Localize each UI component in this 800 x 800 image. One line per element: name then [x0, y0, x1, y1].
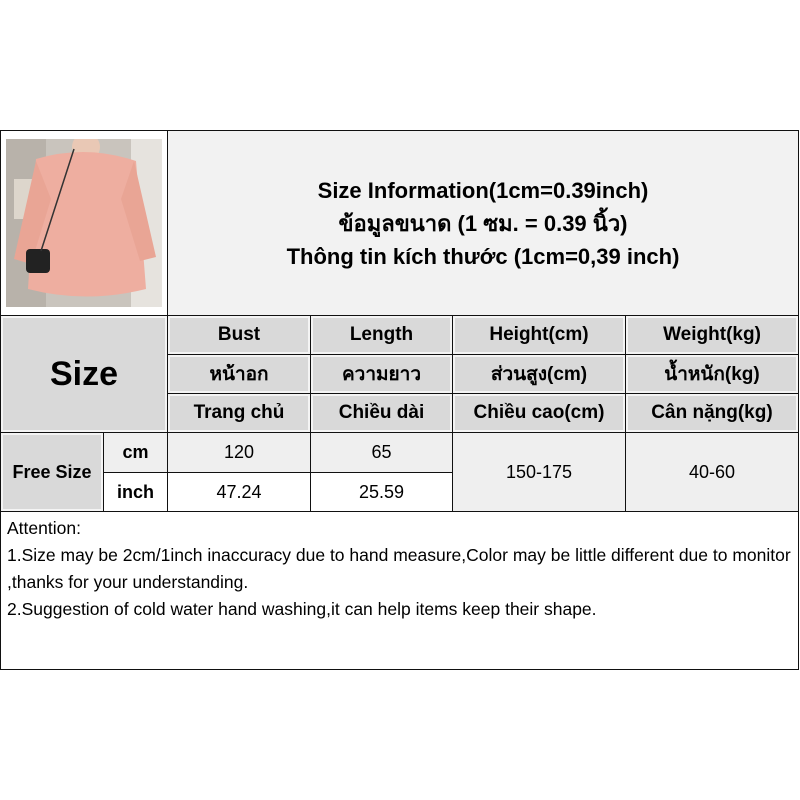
- free-size-label: Free Size: [0, 432, 104, 512]
- header-height-en: Height(cm): [452, 315, 626, 355]
- attention-heading: Attention:: [7, 518, 81, 538]
- header-height-vi: Chiều cao(cm): [452, 393, 626, 433]
- header-length-th: ความยาว: [310, 354, 453, 394]
- header-weight-th: น้ำหนัก(kg): [625, 354, 799, 394]
- attention-line-2: 2.Suggestion of cold water hand washing,…: [7, 599, 597, 619]
- height-range: 150-175: [452, 432, 626, 512]
- header-weight-vi: Cân nặng(kg): [625, 393, 799, 433]
- length-inch: 25.59: [310, 472, 453, 512]
- product-photo: [6, 139, 162, 307]
- weight-range: 40-60: [625, 432, 799, 512]
- size-header: Size: [0, 315, 168, 433]
- size-label: Size: [49, 354, 119, 393]
- title-english: Size Information(1cm=0.39inch): [317, 177, 649, 203]
- header-bust-th: หน้าอก: [167, 354, 311, 394]
- length-cm: 65: [310, 432, 453, 473]
- size-information-title: Size Information(1cm=0.39inch) ข้อมูลขนา…: [167, 130, 799, 316]
- title-thai: ข้อมูลขนาด (1 ซม. = 0.39 นิ้ว): [338, 210, 628, 236]
- header-length-en: Length: [310, 315, 453, 355]
- unit-inch: inch: [103, 472, 168, 512]
- header-length-vi: Chiều dài: [310, 393, 453, 433]
- title-vietnamese: Thông tin kích thước (1cm=0,39 inch): [286, 243, 680, 269]
- header-bust-vi: Trang chủ: [167, 393, 311, 433]
- header-bust-en: Bust: [167, 315, 311, 355]
- header-height-th: ส่วนสูง(cm): [452, 354, 626, 394]
- header-weight-en: Weight(kg): [625, 315, 799, 355]
- unit-cm: cm: [103, 432, 168, 473]
- attention-notes: Attention: 1.Size may be 2cm/1inch inacc…: [0, 511, 799, 670]
- product-photo-cell: [0, 130, 168, 316]
- bust-inch: 47.24: [167, 472, 311, 512]
- bust-cm: 120: [167, 432, 311, 473]
- attention-line-1: 1.Size may be 2cm/1inch inaccuracy due t…: [7, 545, 791, 592]
